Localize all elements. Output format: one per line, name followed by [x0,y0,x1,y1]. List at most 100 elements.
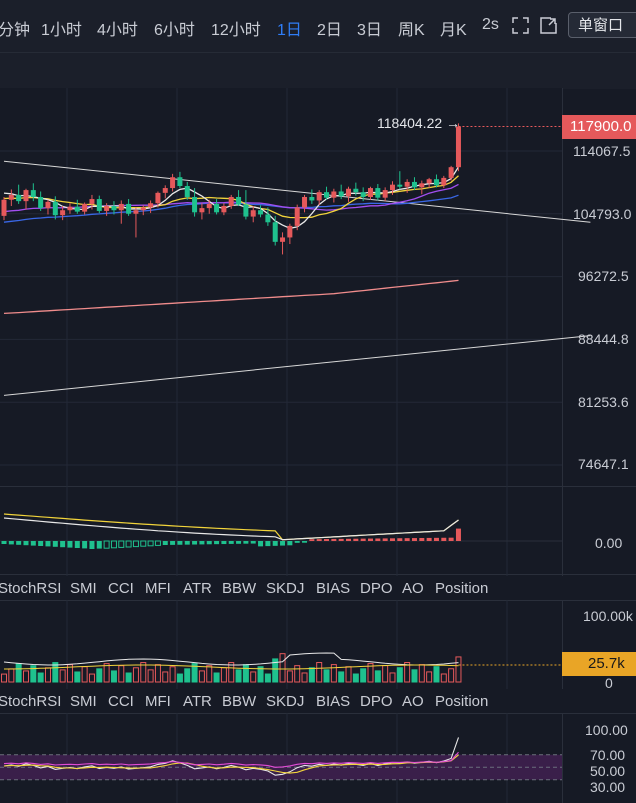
volume-bar [382,665,389,683]
macd-histogram-bar [243,541,249,544]
candle-body [23,190,29,202]
candle-body [38,196,44,209]
macd-dif-line [3,517,459,541]
candle-body [272,222,278,242]
indicator-tab-skdj[interactable]: SKDJ [266,693,305,710]
volume-bar [323,669,330,683]
candle-body [89,199,95,204]
candle-body [280,237,286,242]
indicator-tab-position[interactable]: Position [435,580,489,597]
indicator-tab-bias[interactable]: BIAS [316,580,351,597]
rsi-axis-tick: 30.00 [590,779,626,795]
candle-body [45,201,51,209]
macd-histogram-bar [89,541,95,549]
candle-body [206,203,212,209]
indicator-tabs: StochRSI SMI CCI MFI ATR BBW SKDJ BIAS DPO AO Posi… [0,689,636,713]
candle-body [426,179,432,184]
candle-body [331,191,337,198]
interval-tab[interactable]: 6小时 [154,22,195,39]
volume-bar [286,670,293,683]
macd-histogram-bar [389,538,395,541]
ma120-line [3,279,459,315]
interval-tab[interactable]: 1日 [277,22,302,39]
volume-bar [345,666,352,683]
indicator-tab-stochrsi[interactable]: StochRSI [0,693,62,710]
indicator-tab-atr[interactable]: ATR [183,693,212,710]
interval-tab[interactable]: 2s [482,16,499,33]
window-mode-label: 单窗口 [578,17,624,34]
indicator-tab-ao[interactable]: AO [402,693,424,710]
candle-body [221,206,227,213]
macd-histogram-bar [316,539,322,541]
indicator-tab-bias[interactable]: BIAS [316,693,351,710]
candle-body [324,192,330,198]
candle-body [74,206,80,212]
volume-bar [301,672,308,683]
macd-histogram-bar [162,541,168,545]
indicator-tab-cci[interactable]: CCI [108,580,134,597]
fullscreen-icon[interactable] [512,17,529,34]
candle-body [258,210,264,215]
candle-body [368,188,373,197]
volume-bar [44,667,51,683]
interval-tab[interactable]: 4小时 [97,22,138,39]
volume-bar [191,663,198,683]
indicator-tab-mfi[interactable]: MFI [145,580,171,597]
macd-histogram-bar [23,541,29,546]
volume-bar [88,673,95,683]
indicator-tab-dpo[interactable]: DPO [360,580,393,597]
rsi-axis-tick: 50.00 [590,763,626,779]
volume-bar [132,667,139,683]
volume-axis-tick: 0 [605,675,613,691]
candle-body [411,181,417,188]
volume-bar [220,667,227,683]
price-axis-tick: 81253.6 [578,394,629,410]
indicator-tab-atr[interactable]: ATR [183,580,212,597]
indicator-tab-smi[interactable]: SMI [70,580,97,597]
indicator-tab-ao[interactable]: AO [402,580,424,597]
interval-tab[interactable]: 周K [398,22,425,39]
candle-body [16,194,22,202]
indicator-tab-stochrsi[interactable]: StochRSI [0,580,62,597]
indicator-tab-dpo[interactable]: DPO [360,693,393,710]
interval-tab[interactable]: 1小时 [41,22,82,39]
volume-bar [418,664,425,683]
macd-histogram-bar [280,541,286,546]
volume-bar [279,653,286,683]
candle-body [82,203,88,212]
interval-tab[interactable]: 分钟 [0,22,31,39]
macd-histogram-bar [331,538,337,541]
interval-tab[interactable]: 月K [440,22,467,39]
macd-histogram-bar [140,540,147,547]
indicator-tab-mfi[interactable]: MFI [145,693,171,710]
interval-tab[interactable]: 12小时 [211,22,261,39]
indicator-tab-bbw[interactable]: BBW [222,693,257,710]
rsi-axis-tick: 70.00 [590,747,626,763]
indicator-tab-smi[interactable]: SMI [70,693,97,710]
indicator-tab-position[interactable]: Position [435,693,489,710]
pane-separator [0,486,636,487]
macd-histogram-bar [448,537,454,541]
candle-body [455,126,461,168]
pane-separator [0,574,636,575]
macd-histogram-bar [382,538,388,541]
candle-body [155,192,161,204]
macd-histogram-bar [184,541,190,545]
candle-body [162,188,168,193]
candle-body [228,196,234,207]
candle-body [338,191,344,197]
volume-bar [147,669,154,683]
candle-body [294,207,300,226]
candle-body [353,188,359,193]
indicator-tab-bbw[interactable]: BBW [222,580,257,597]
interval-toolbar: 单窗口 分钟 1小时 4小时 6小时 12小时 1日 2日 3日 周K 月K 2s [0,0,636,52]
volume-bar [352,673,359,683]
candle-body [67,206,73,211]
interval-tab[interactable]: 3日 [357,22,382,39]
window-mode-select[interactable]: 单窗口 [568,12,636,38]
indicator-tab-cci[interactable]: CCI [108,693,134,710]
interval-tab[interactable]: 2日 [317,22,342,39]
window-exit-icon[interactable] [540,17,557,34]
indicator-tab-skdj[interactable]: SKDJ [266,580,305,597]
